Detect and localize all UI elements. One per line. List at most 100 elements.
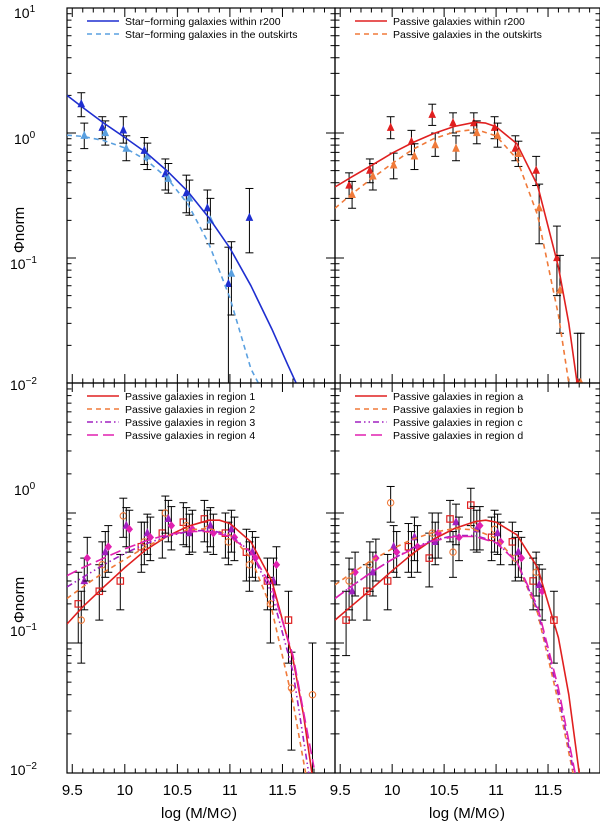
x-tick-label: 11.5 <box>268 782 296 799</box>
plot-area <box>67 495 317 773</box>
x-axis-label-right: log (M/M⊙) <box>429 805 505 822</box>
data-point-triangle <box>227 268 236 277</box>
data-point-triangle <box>532 165 540 174</box>
data-point-triangle <box>369 171 377 180</box>
data-point-triangle <box>245 212 254 221</box>
data-point-triangle <box>410 151 419 160</box>
fit-curve-red <box>335 519 580 773</box>
data-point-diamond <box>83 553 91 563</box>
fit-curve-magenta <box>335 535 576 773</box>
data-point-triangle <box>452 517 460 526</box>
data-point-triangle <box>556 285 564 294</box>
data-point-circle <box>308 690 317 699</box>
x-tick-label: 11 <box>222 782 238 799</box>
data-point-diamond <box>104 542 113 552</box>
data-point-triangle <box>452 143 460 152</box>
data-point-triangle <box>98 122 107 131</box>
fit-curve-red <box>335 121 578 383</box>
data-point-triangle <box>227 524 236 533</box>
data-point-triangle <box>431 139 440 149</box>
data-point-square <box>116 577 125 585</box>
data-point-triangle <box>185 193 194 202</box>
y-axis-label-bottom: Φnorm <box>11 577 28 623</box>
data-point-triangle <box>224 278 233 288</box>
legend-label: Passive galaxies in region 2 <box>125 404 255 416</box>
fit-curve-orange <box>67 527 307 773</box>
data-point-square <box>284 616 293 624</box>
data-point-circle <box>449 548 457 556</box>
plot-area <box>335 485 580 773</box>
legend-label: Passive galaxies in region d <box>393 430 523 442</box>
data-point-triangle <box>514 148 523 158</box>
x-tick-label: 10.5 <box>163 782 192 799</box>
data-point-triangle <box>389 541 398 550</box>
data-point-triangle <box>203 203 212 212</box>
data-point-triangle <box>185 527 194 537</box>
legend-label: Passive galaxies in region 4 <box>125 430 255 442</box>
x-tick-label: 9.5 <box>330 782 351 799</box>
fit-curve-orange <box>335 128 570 383</box>
y-axis-label-top: Φnorm <box>11 207 28 253</box>
data-point-diamond <box>351 567 359 577</box>
data-point-triangle <box>389 160 398 169</box>
legend-label: Passive galaxies in region 3 <box>125 417 255 429</box>
data-point-triangle <box>535 579 543 588</box>
data-point-triangle <box>493 527 502 537</box>
panel-frame <box>334 382 600 774</box>
plot-area <box>335 103 585 383</box>
data-point-triangle <box>345 180 353 189</box>
data-point-diamond <box>125 524 134 534</box>
x-tick-label: 9.5 <box>62 782 83 799</box>
x-tick-label: 10 <box>116 782 133 799</box>
x-tick-label: 11 <box>488 782 504 799</box>
data-point-triangle <box>386 122 395 131</box>
data-point-triangle <box>101 127 110 137</box>
data-point-square <box>383 577 392 585</box>
data-point-triangle <box>535 203 543 212</box>
data-point-diamond <box>476 521 484 530</box>
data-point-square <box>446 515 454 523</box>
fit-curve-orange <box>335 527 574 773</box>
legend-label: Passive galaxies within r200 <box>393 16 525 28</box>
data-point-triangle <box>348 586 356 595</box>
data-point-triangle <box>80 575 89 585</box>
panels: Star−forming galaxies within r200Star−fo… <box>62 7 600 799</box>
data-point-triangle <box>449 117 457 127</box>
data-point-circle <box>287 684 296 692</box>
data-point-diamond <box>392 547 401 557</box>
fit-curve-red <box>67 519 313 773</box>
legend-label: Passive galaxies in region 1 <box>125 391 255 403</box>
legend-label: Passive galaxies in region a <box>393 391 523 403</box>
data-point-square <box>466 501 475 509</box>
data-point-diamond <box>517 553 526 563</box>
data-point-triangle <box>493 130 502 139</box>
data-point-diamond <box>272 560 281 570</box>
legend-label: Star−forming galaxies within r200 <box>125 16 281 28</box>
fit-curve-magenta <box>67 530 315 768</box>
x-tick-label: 11.5 <box>534 782 562 799</box>
data-point-triangle <box>101 546 110 556</box>
data-point-triangle <box>428 109 437 118</box>
data-point-triangle <box>472 127 481 137</box>
data-point-circle <box>386 498 395 507</box>
x-axis-label-left: log (M/M⊙) <box>161 805 237 822</box>
data-point-diamond <box>146 533 155 542</box>
plot-area <box>67 92 297 383</box>
data-point-triangle <box>119 125 128 134</box>
data-point-diamond <box>167 521 176 530</box>
x-tick-label: 10.5 <box>430 782 459 799</box>
legend-label: Star−forming galaxies in the outskirts <box>125 29 297 41</box>
data-point-triangle <box>514 546 523 556</box>
data-point-triangle <box>578 377 584 383</box>
x-tick-label: 10 <box>384 782 401 799</box>
data-point-triangle <box>511 143 520 152</box>
data-point-triangle <box>366 165 374 174</box>
fit-curve-lightblue <box>67 134 260 383</box>
legend-label: Passive galaxies in the outskirts <box>393 29 542 41</box>
data-point-circle <box>77 616 86 624</box>
data-point-triangle <box>143 527 152 537</box>
fit-curve-blue <box>67 94 297 383</box>
data-point-triangle <box>164 513 173 523</box>
